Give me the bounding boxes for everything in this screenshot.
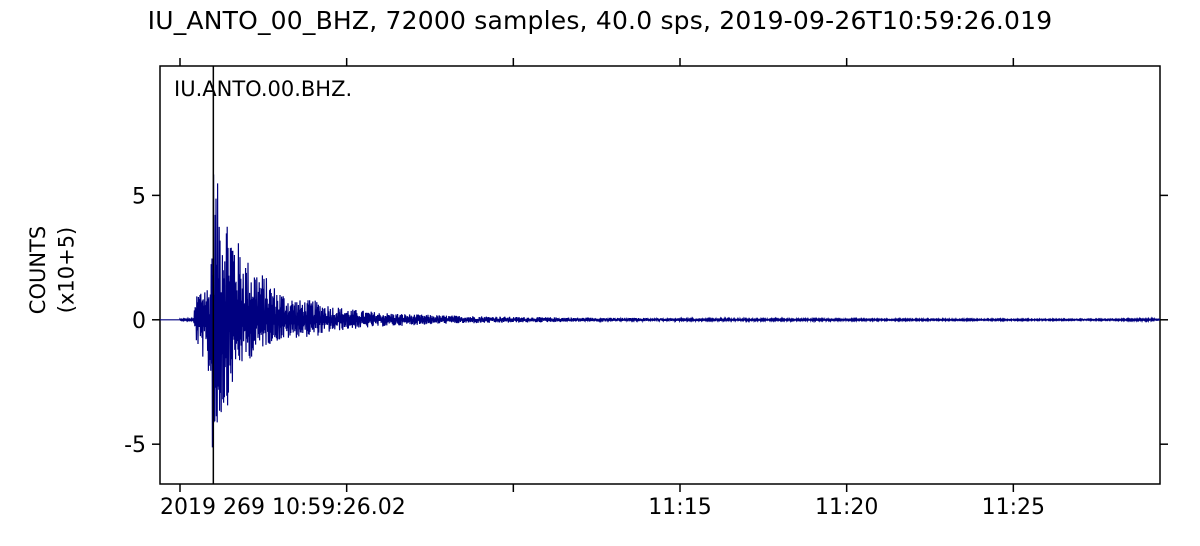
x-tick-label: 11:15 — [648, 495, 711, 520]
y-axis-label-multiplier: (x10+5) — [53, 226, 78, 314]
x-tick-label: 11:20 — [815, 495, 878, 520]
plot-frame — [159, 65, 1161, 485]
y-tick-label: -5 — [124, 433, 146, 458]
y-tick-label: 5 — [132, 184, 146, 209]
x-tick-label: 11:25 — [982, 495, 1045, 520]
waveform-trace — [160, 174, 1161, 448]
y-axis-label-counts: COUNTS — [26, 225, 51, 314]
x-tick-label: 2019 269 10:59:26.02 — [160, 495, 406, 520]
chart-title: IU_ANTO_00_BHZ, 72000 samples, 40.0 sps,… — [147, 6, 1053, 35]
y-tick-label: 0 — [132, 309, 146, 334]
trace-label: IU.ANTO.00.BHZ. — [174, 77, 352, 101]
